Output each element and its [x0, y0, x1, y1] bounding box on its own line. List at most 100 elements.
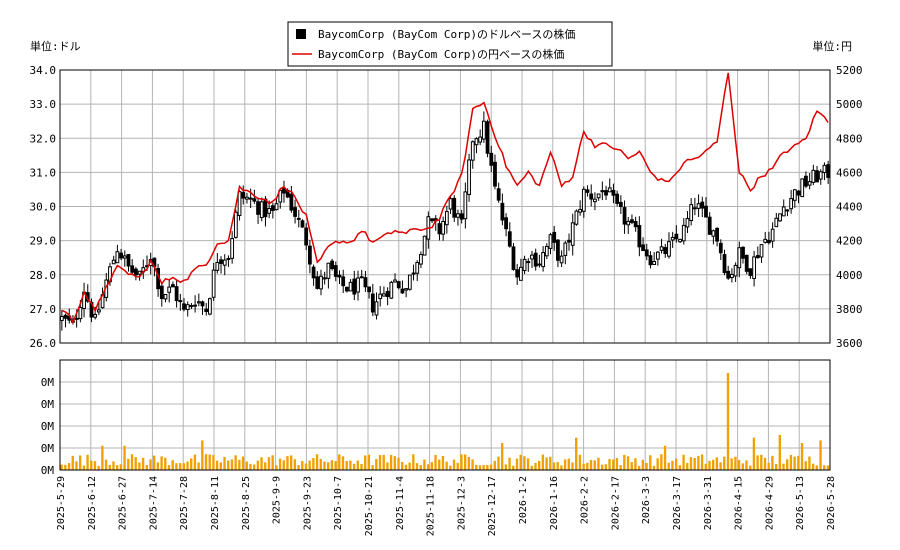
volume-bar — [119, 464, 123, 470]
volume-bar — [582, 463, 585, 470]
volume-bar — [130, 454, 134, 470]
volume-bar — [630, 462, 633, 470]
candle-body — [293, 207, 297, 217]
volume-bar — [652, 465, 656, 470]
volume-bar — [456, 462, 459, 470]
right-tick-label: 4800 — [836, 132, 863, 145]
candle-body — [341, 276, 346, 287]
candle-body — [759, 244, 764, 258]
candle-body — [741, 246, 745, 259]
candle-body — [233, 211, 238, 238]
volume-bar — [723, 456, 726, 470]
volume-bar — [726, 372, 730, 470]
volume-bar — [800, 443, 804, 470]
volume-grid — [59, 360, 831, 471]
volume-bar — [671, 460, 674, 470]
volume-bar — [597, 457, 600, 470]
candle-body — [174, 286, 179, 302]
volume-bar — [549, 456, 552, 470]
candle-body — [352, 278, 357, 295]
volume-bar — [389, 454, 393, 470]
candle-body — [96, 309, 101, 313]
volume-bar — [286, 456, 289, 470]
volume-bar — [778, 434, 781, 470]
volume-bar — [467, 456, 471, 470]
left-tick-label: 34.0 — [30, 64, 57, 77]
volume-bar — [204, 454, 208, 470]
candle-body — [659, 246, 664, 251]
candle-body — [681, 224, 686, 242]
volume-bar — [826, 465, 830, 470]
volume-bar — [415, 463, 419, 470]
candle-body — [637, 225, 642, 248]
volume-bar — [101, 445, 104, 470]
candle-body — [300, 220, 305, 228]
volume-bar — [160, 456, 163, 470]
volume-bar — [441, 456, 445, 470]
volume-bar — [123, 445, 126, 470]
volume-bar — [301, 461, 304, 470]
volume-bar — [741, 463, 744, 470]
price-grid — [59, 69, 831, 344]
volume-bar — [771, 455, 774, 470]
candle-body — [407, 274, 412, 290]
volume-bar — [352, 463, 356, 470]
volume-bar — [797, 455, 800, 470]
volume-bar — [560, 465, 563, 470]
volume-bar — [264, 462, 267, 470]
left-unit-label: 単位:ドル — [30, 39, 81, 53]
candle-body — [541, 252, 545, 268]
x-tick-label: 2026-5-13 — [795, 476, 806, 530]
candle-body — [674, 233, 679, 240]
volume-bar — [178, 463, 182, 470]
volume-bar — [449, 465, 452, 470]
candle-body — [563, 242, 568, 256]
volume-bar — [127, 458, 130, 470]
candle-body — [496, 188, 501, 201]
volume-bar — [334, 461, 337, 470]
candle-body — [226, 257, 231, 260]
volume-bar — [315, 454, 319, 470]
volume-bar — [412, 454, 415, 470]
candle-body — [593, 198, 597, 203]
candle-body — [452, 197, 457, 218]
candle-body — [126, 254, 131, 267]
legend-box — [287, 21, 613, 67]
volume-bar — [367, 454, 371, 470]
volume-bar — [508, 457, 511, 470]
volume-bar — [452, 459, 456, 470]
volume-bar — [708, 460, 711, 470]
candle-body — [618, 201, 623, 208]
volume-bar — [289, 455, 293, 470]
candle-body — [200, 301, 205, 307]
volume-bar — [404, 464, 408, 470]
volume-bar — [219, 462, 223, 470]
candle-body — [74, 317, 79, 320]
candle-body — [211, 269, 216, 298]
candle-body — [215, 261, 220, 271]
candle-body — [655, 251, 660, 260]
candle-body — [359, 276, 364, 279]
candle-body — [522, 258, 527, 272]
volume-bar — [619, 465, 622, 470]
candle-body — [670, 236, 675, 241]
right-tick-label: 3600 — [836, 337, 863, 350]
volume-bar — [811, 463, 815, 470]
volume-bar — [763, 457, 767, 470]
candle-body — [678, 238, 682, 243]
volume-bar — [674, 458, 678, 470]
candle-body — [319, 275, 323, 290]
candle-body — [589, 193, 594, 200]
x-tick-label: 2026-2-2 — [580, 476, 591, 524]
left-tick-label: 30.0 — [30, 201, 57, 214]
x-tick-label: 2025-7-28 — [179, 476, 190, 530]
candle-body — [474, 138, 479, 146]
x-tick-label: 2026-5-28 — [826, 476, 837, 530]
candle-body — [533, 252, 538, 267]
candle-body — [333, 265, 338, 277]
candle-body — [448, 198, 453, 210]
right-tick-label: 5200 — [836, 64, 863, 77]
volume-bar — [304, 463, 308, 470]
candle-body — [289, 193, 294, 211]
volume-bar — [556, 462, 559, 470]
